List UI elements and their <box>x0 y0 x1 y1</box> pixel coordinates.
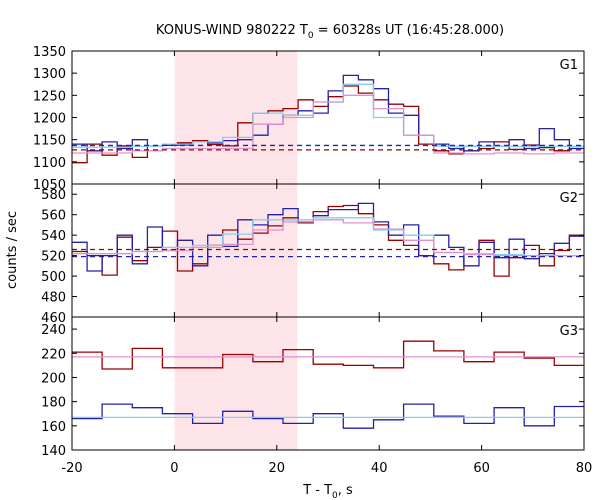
y-tick-label: 520 <box>41 250 66 265</box>
series-red-step-0 <box>72 340 584 370</box>
shaded-interval <box>174 317 298 450</box>
x-tick-label: 20 <box>269 461 286 476</box>
x-tick-label: -20 <box>61 461 82 476</box>
y-tick-label: 240 <box>41 323 66 338</box>
y-tick-label: 1050 <box>33 178 66 193</box>
y-tick-label: 200 <box>41 371 66 386</box>
y-tick-label: 560 <box>41 209 66 224</box>
panel-label-g1: G1 <box>560 58 578 73</box>
series-cyan-step-2 <box>72 217 584 257</box>
shaded-interval <box>174 184 298 317</box>
y-axis-label: counts / sec <box>5 211 20 289</box>
x-tick-label: 40 <box>371 461 388 476</box>
panel-label-g3: G3 <box>560 324 578 339</box>
panel-label-g2: G2 <box>560 191 578 206</box>
series-pink-step-3 <box>72 94 584 155</box>
y-tick-label: 500 <box>41 270 66 285</box>
panel-g1: 1050 1100 1150 1200 1250 1300 1350 G1 <box>33 45 585 193</box>
x-axis-label: T - T0, s <box>302 483 353 500</box>
y-tick-label: 580 <box>41 188 66 203</box>
panel-frame <box>71 316 585 451</box>
y-tick-label: 480 <box>41 291 66 306</box>
x-tick-label: 60 <box>473 461 490 476</box>
y-tick-label: 180 <box>41 396 66 411</box>
y-tick-label: 140 <box>41 444 66 459</box>
chart-panels: 1050 1100 1150 1200 1250 1300 1350 G1 460 480 500 5… <box>33 45 592 476</box>
x-tick-label: 0 <box>170 461 178 476</box>
series-blue-step-1 <box>72 403 584 429</box>
series-blue-step-1 <box>72 202 584 272</box>
x-tick-label: 80 <box>576 461 593 476</box>
y-tick-label: 1200 <box>33 112 66 127</box>
shaded-interval <box>174 51 298 184</box>
y-tick-label: 1250 <box>33 89 66 104</box>
y-tick-label: 1300 <box>33 67 66 82</box>
y-tick-label: 540 <box>41 229 66 244</box>
y-tick-label: 1100 <box>33 156 66 171</box>
y-tick-label: 460 <box>41 311 66 326</box>
y-tick-label: 160 <box>41 420 66 435</box>
series-blue-step-1 <box>72 74 584 152</box>
series-pink-step-3 <box>72 219 584 257</box>
panel-g3: 140 160 180 200 220 240 G3 <box>41 316 585 459</box>
panel-g2: 460 480 500 520 540 560 580 G2 <box>41 183 585 326</box>
panel-frame <box>71 50 585 185</box>
y-tick-label: 220 <box>41 347 66 362</box>
y-tick-label: 1350 <box>33 45 66 60</box>
panel-frame <box>71 183 585 318</box>
chart-title: KONUS-WIND 980222 T0 = 60328s UT (16:45:… <box>156 23 504 41</box>
y-tick-label: 1150 <box>33 134 66 149</box>
